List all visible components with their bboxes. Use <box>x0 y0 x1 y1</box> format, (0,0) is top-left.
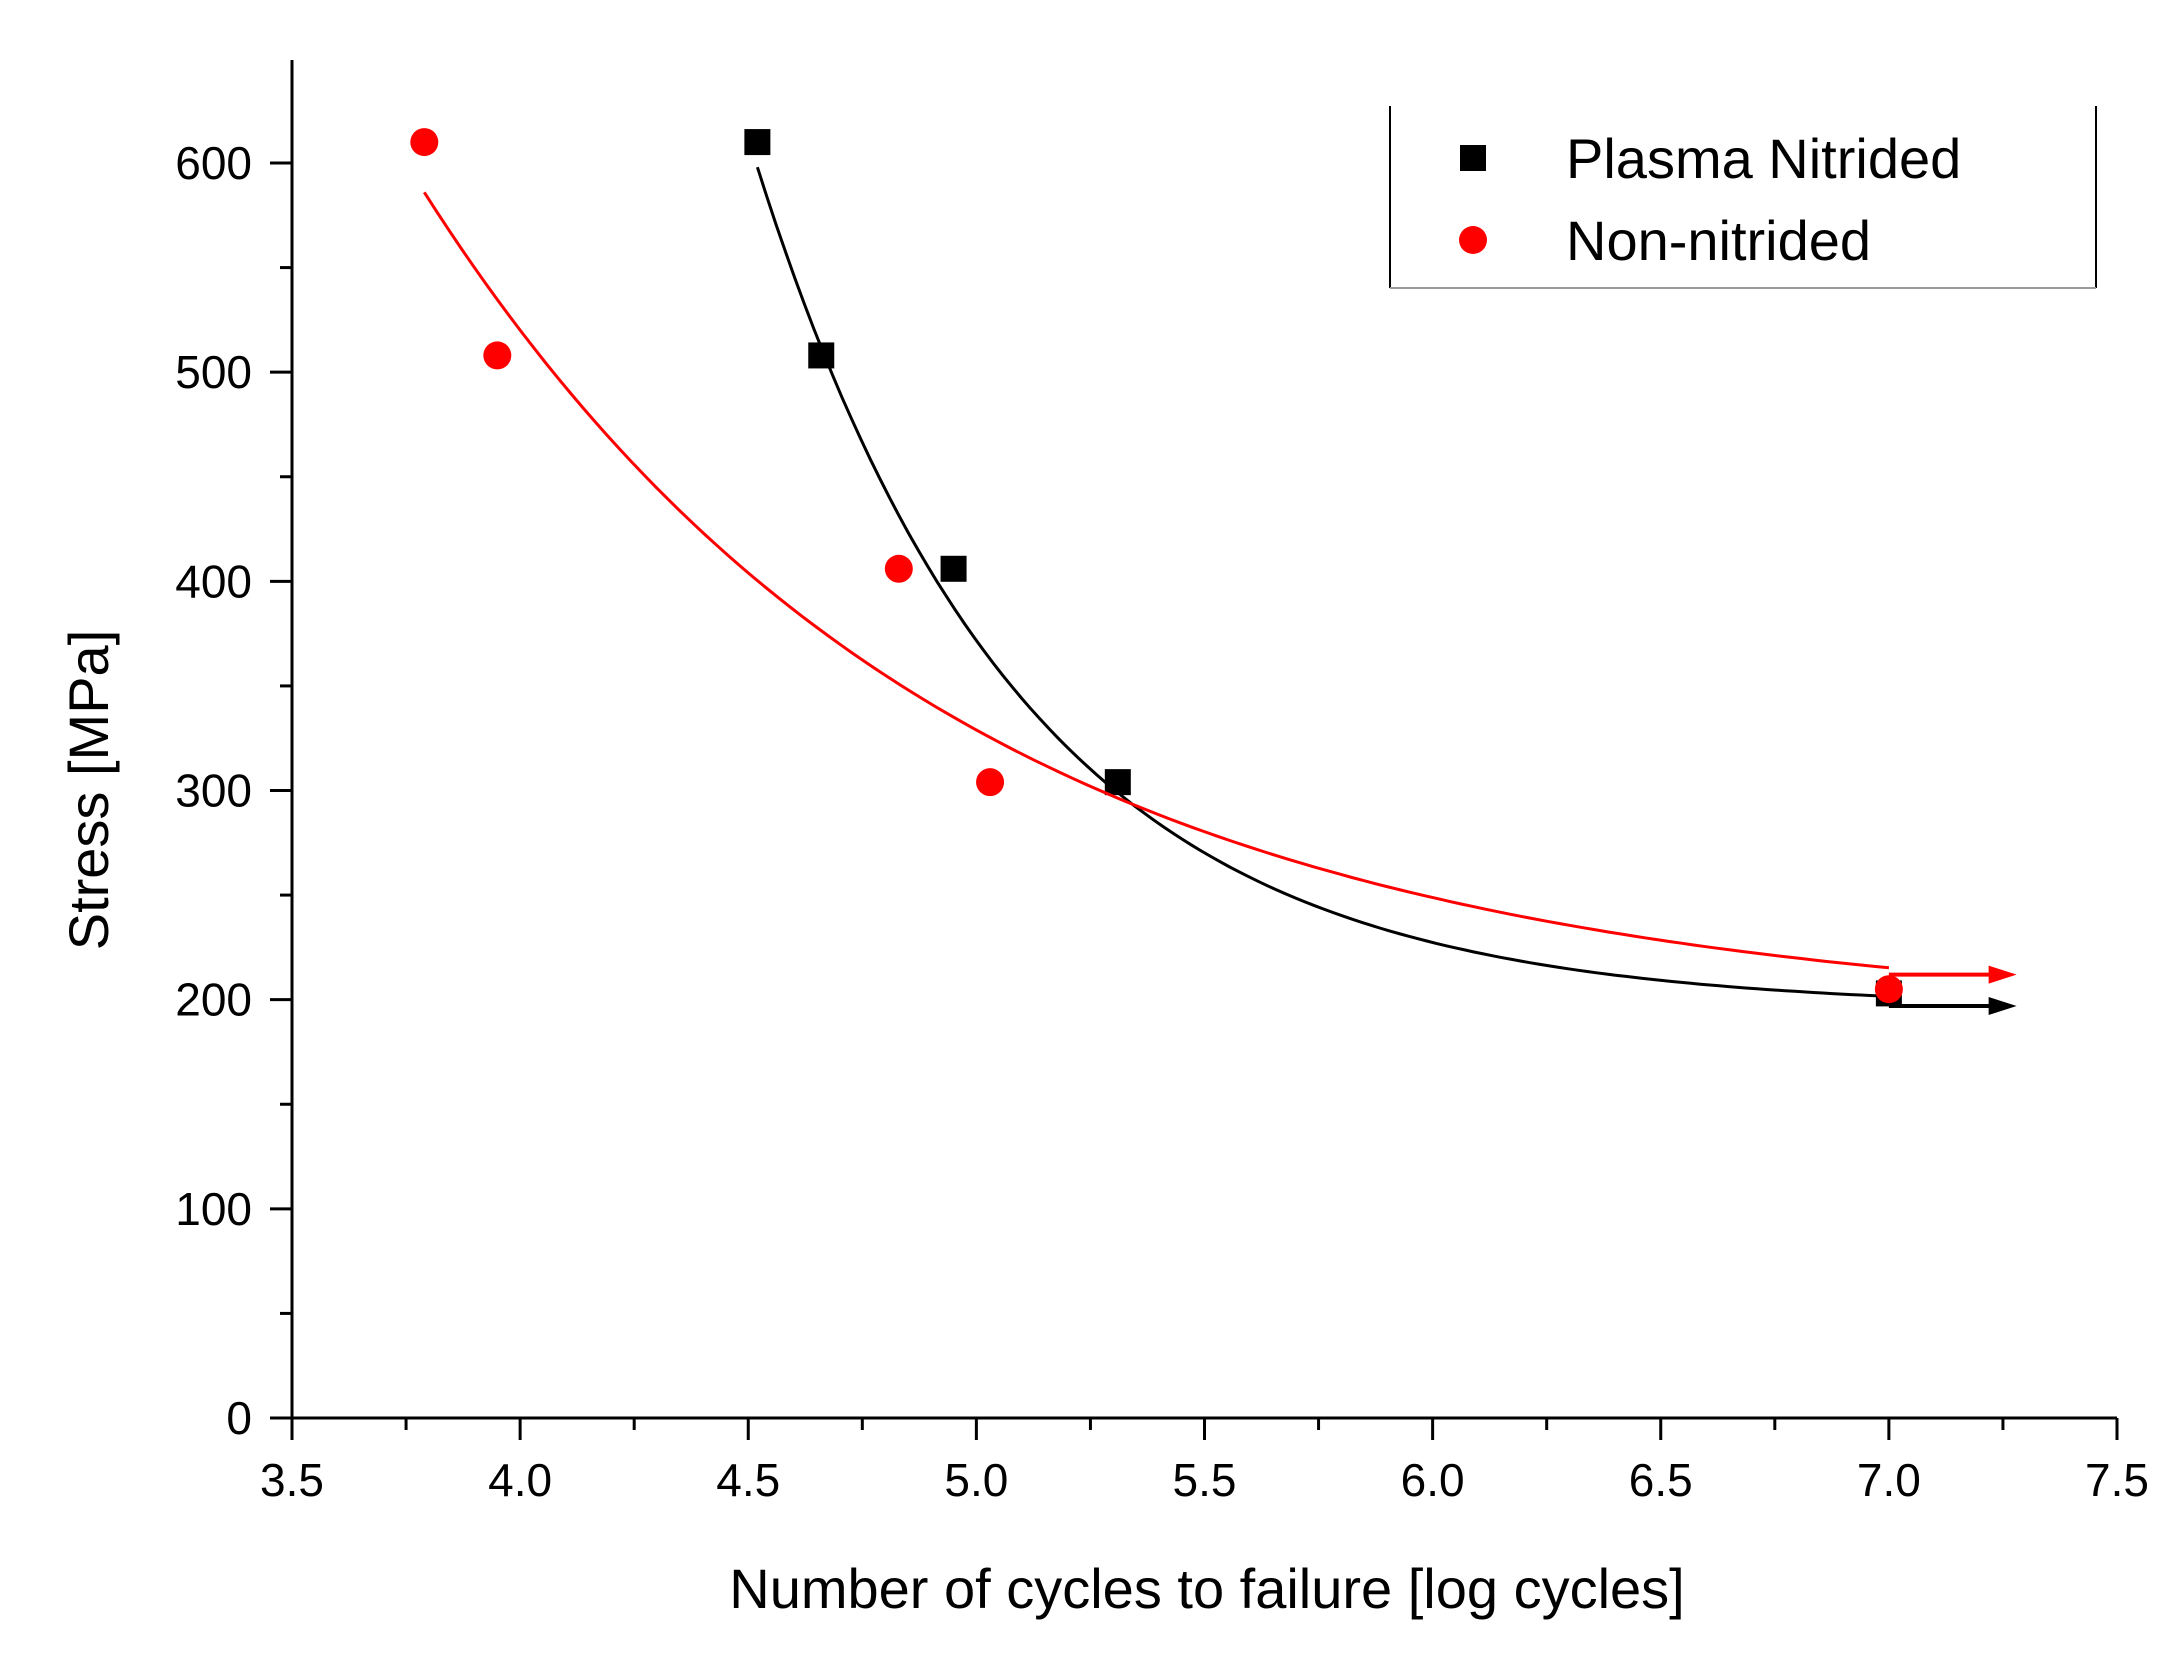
y-tick-label: 0 <box>226 1392 252 1444</box>
runout-arrow-head <box>1988 996 2017 1015</box>
data-point-plasma-nitrided <box>744 129 771 156</box>
plot-area <box>410 128 2017 1015</box>
legend-marker-plasma-nitrided <box>1460 145 1486 171</box>
data-point-non-nitrided <box>483 341 512 370</box>
fit-curve-non-nitrided <box>423 191 1890 970</box>
y-tick-label: 500 <box>175 346 252 398</box>
y-tick-label: 400 <box>175 555 252 607</box>
legend-marker-non-nitrided <box>1459 226 1487 254</box>
data-point-non-nitrided <box>884 554 913 583</box>
y-tick-label: 300 <box>175 765 252 817</box>
y-tick-label: 200 <box>175 974 252 1026</box>
x-tick-label: 4.5 <box>716 1454 780 1506</box>
x-tick-label: 5.0 <box>944 1454 1008 1506</box>
axes: 3.5 4.0 4.5 5.0 5.5 6.0 6.5 7.0 7.5 0 100 200 300 400… <box>175 60 2149 1506</box>
x-tick-label: 7.0 <box>1857 1454 1921 1506</box>
y-tick-label: 600 <box>175 137 252 189</box>
data-point-non-nitrided <box>976 768 1005 797</box>
x-tick-label: 6.0 <box>1401 1454 1465 1506</box>
x-tick-label: 5.5 <box>1173 1454 1237 1506</box>
x-tick-label: 7.5 <box>2085 1454 2149 1506</box>
data-point-plasma-nitrided <box>808 342 835 369</box>
data-point-plasma-nitrided <box>940 555 967 582</box>
x-tick-label: 6.5 <box>1629 1454 1693 1506</box>
legend-label: Non-nitrided <box>1566 209 1871 272</box>
x-tick-label: 3.5 <box>260 1454 324 1506</box>
fit-curve-plasma-nitrided <box>755 166 1889 998</box>
x-axis-title: Number of cycles to failure [log cycles] <box>729 1557 1684 1620</box>
runout-arrow-head <box>1988 965 2017 984</box>
data-point-plasma-nitrided <box>1104 769 1131 796</box>
x-tick-label: 4.0 <box>488 1454 552 1506</box>
legend: Plasma Nitrided Non-nitrided <box>1389 106 2097 289</box>
data-point-non-nitrided <box>1874 975 1903 1004</box>
y-axis-title: Stress [MPa] <box>57 630 120 951</box>
legend-label: Plasma Nitrided <box>1566 127 1961 190</box>
y-tick-label: 100 <box>175 1183 252 1235</box>
data-point-non-nitrided <box>410 128 439 157</box>
